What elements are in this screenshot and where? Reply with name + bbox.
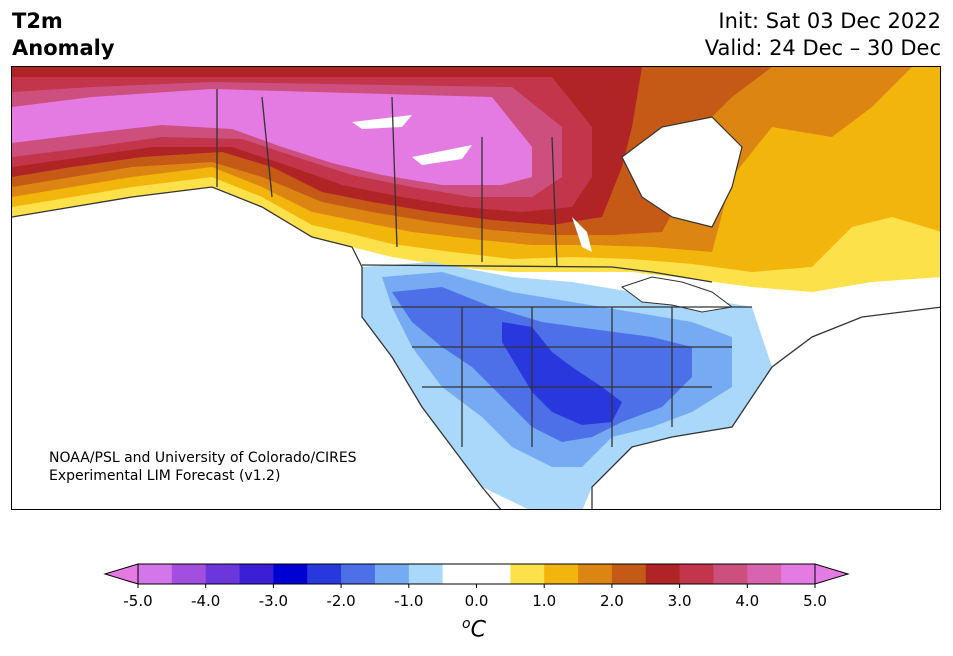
unit-celsius: C xyxy=(470,617,486,643)
colorbar-swatch xyxy=(239,564,274,584)
anomaly-map: NOAA/PSL and University of Colorado/CIRE… xyxy=(11,66,941,510)
variable-subtitle: Anomaly xyxy=(12,36,115,60)
colorbar-tick-label: 2.0 xyxy=(600,592,624,610)
lake-2 xyxy=(412,145,472,165)
colorbar-swatch xyxy=(544,564,579,584)
borders xyxy=(12,89,940,509)
credit-text: NOAA/PSL and University of Colorado/CIRE… xyxy=(49,449,357,485)
colorbar-swatch xyxy=(476,564,511,584)
map-title: T2m Anomaly xyxy=(12,8,115,62)
forecast-dates: Init: Sat 03 Dec 2022 Valid: 24 Dec – 30… xyxy=(705,8,941,62)
colorbar-tick-label: -5.0 xyxy=(123,592,152,610)
pacific-ocean xyxy=(12,187,501,509)
colorbar-tick-label: -1.0 xyxy=(394,592,423,610)
colorbar-swatch xyxy=(611,564,647,584)
colorbar-swatch xyxy=(747,564,782,584)
colorbar-swatch xyxy=(171,564,207,584)
colorbar-swatch xyxy=(138,564,173,584)
colorbar-tick-label: -4.0 xyxy=(191,592,220,610)
colorbar-under-triangle xyxy=(103,563,139,585)
hudson-bay xyxy=(621,116,743,228)
colorbar-swatch xyxy=(713,564,748,584)
map-canvas xyxy=(12,67,940,509)
unit-degree: o xyxy=(462,616,471,632)
credit-line-1: NOAA/PSL and University of Colorado/CIRE… xyxy=(49,450,357,466)
colorbar-swatch xyxy=(510,564,545,584)
lake-1 xyxy=(352,115,412,129)
colorbar-swatch xyxy=(645,564,681,584)
colorbar: -5.0 -4.0 -3.0 -2.0 -1.0 0.0 1.0 2.0 3.0 4.0 5.0 xyxy=(103,563,850,610)
variable-name: T2m xyxy=(12,9,63,33)
init-date: Init: Sat 03 Dec 2022 xyxy=(718,9,941,33)
colorbar-swatch xyxy=(578,564,613,584)
colorbar-swatches xyxy=(138,564,816,584)
colorbar-tick-label: -3.0 xyxy=(259,592,288,610)
colorbar-swatch xyxy=(273,564,308,584)
colorbar-tick-label: 4.0 xyxy=(735,592,759,610)
colorbar-ticks: -5.0 -4.0 -3.0 -2.0 -1.0 0.0 1.0 2.0 3.0 4.0 5.0 xyxy=(123,584,827,610)
gulf-of-mexico xyxy=(582,307,940,509)
colorbar-tick-label: -2.0 xyxy=(326,592,355,610)
credit-line-2: Experimental LIM Forecast (v1.2) xyxy=(49,468,281,484)
colorbar-over-triangle xyxy=(814,563,850,585)
colorbar-swatch xyxy=(442,564,477,584)
lake-3 xyxy=(572,217,592,252)
colorbar-swatch xyxy=(341,564,376,584)
colorbar-swatch xyxy=(205,564,241,584)
valid-range: Valid: 24 Dec – 30 Dec xyxy=(704,36,941,60)
colorbar-swatch xyxy=(374,564,410,584)
colorbar-tick-label: 3.0 xyxy=(668,592,692,610)
colorbar-swatch xyxy=(408,564,444,584)
colorbar-unit: oC xyxy=(462,616,486,642)
colorbar-swatch xyxy=(307,564,342,584)
colorbar-swatch xyxy=(781,564,816,584)
warm-field-8 xyxy=(12,89,532,185)
colorbar-tick-label: 5.0 xyxy=(803,592,827,610)
colorbar-tick-label: 0.0 xyxy=(465,592,489,610)
colorbar-swatch xyxy=(679,564,714,584)
colorbar-tick-label: 1.0 xyxy=(532,592,556,610)
